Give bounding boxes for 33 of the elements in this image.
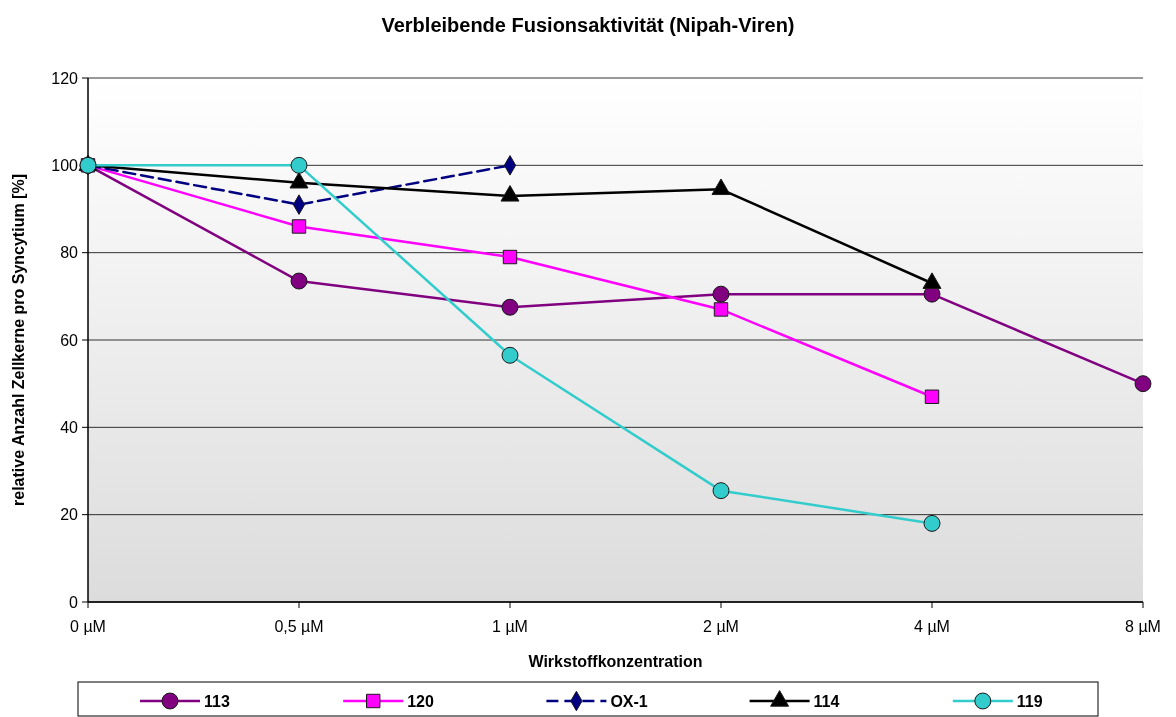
y-tick-label: 100 bbox=[51, 156, 79, 174]
y-tick-label: 20 bbox=[60, 506, 79, 524]
point bbox=[924, 389, 940, 404]
point bbox=[713, 302, 729, 317]
y-tick-label: 80 bbox=[60, 244, 79, 262]
x-tick-label: 8 µM bbox=[1125, 618, 1161, 635]
x-tick-label: 2 µM bbox=[703, 618, 739, 635]
x-tick-label: 4 µM bbox=[914, 618, 950, 635]
legend-label: 114 bbox=[813, 692, 840, 710]
point bbox=[501, 346, 519, 364]
y-tick-label: 40 bbox=[60, 418, 79, 436]
y-axis-title: relative Anzahl Zellkerne pro Syncytium [%] bbox=[10, 174, 27, 506]
point bbox=[923, 514, 941, 532]
point bbox=[712, 285, 730, 303]
point bbox=[291, 219, 307, 234]
x-tick-label: 1 µM bbox=[492, 618, 528, 635]
point bbox=[712, 482, 730, 500]
legend-label: 113 bbox=[204, 692, 230, 710]
chart-title: Verbleibende Fusionsaktivität (Nipah-Viren) bbox=[381, 14, 795, 36]
point bbox=[501, 298, 519, 316]
legend-label: 119 bbox=[1016, 692, 1043, 710]
y-tick-label: 120 bbox=[51, 69, 79, 87]
legend-label: 120 bbox=[407, 692, 434, 710]
x-axis-title: Wirkstoffkonzentration bbox=[528, 653, 703, 670]
x-tick-label: 0,5 µM bbox=[274, 618, 324, 635]
point bbox=[290, 272, 308, 290]
x-tick-label: 0 µM bbox=[70, 618, 106, 635]
point bbox=[502, 249, 518, 265]
y-tick-label: 60 bbox=[60, 331, 79, 349]
point bbox=[290, 156, 308, 174]
legend-label: OX-1 bbox=[610, 692, 648, 710]
point bbox=[1134, 375, 1152, 393]
y-tick-label: 0 bbox=[69, 593, 79, 611]
